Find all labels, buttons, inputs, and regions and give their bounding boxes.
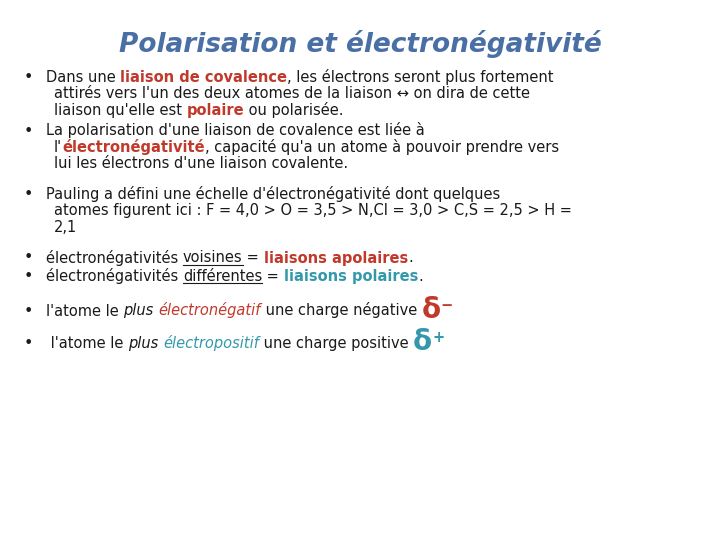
Text: électropositif: électropositif — [163, 335, 258, 351]
Text: La polarisation d'une liaison de covalence est liée à: La polarisation d'une liaison de covalen… — [46, 123, 425, 138]
Text: , capacité qu'a un atome à pouvoir prendre vers: , capacité qu'a un atome à pouvoir prend… — [204, 139, 559, 155]
Text: Dans une: Dans une — [46, 70, 120, 85]
Text: une charge négative: une charge négative — [261, 302, 421, 319]
Text: •: • — [23, 70, 32, 85]
Text: électronégatif: électronégatif — [158, 302, 261, 319]
Text: •: • — [23, 303, 32, 319]
Text: Pauling a défini une échelle d'électronégativité dont quelques: Pauling a défini une échelle d'électroné… — [46, 186, 500, 202]
Text: =: = — [262, 269, 284, 284]
Text: l'atome le: l'atome le — [46, 303, 123, 319]
Text: =: = — [243, 251, 264, 266]
Text: .: . — [418, 269, 423, 284]
Text: l': l' — [54, 140, 62, 155]
Text: , les électrons seront plus fortement: , les électrons seront plus fortement — [287, 69, 554, 85]
Text: ou polarisée.: ou polarisée. — [244, 102, 343, 118]
Text: •: • — [23, 251, 32, 266]
Text: •: • — [23, 124, 32, 138]
Text: plus: plus — [123, 303, 158, 319]
Text: plus: plus — [128, 336, 163, 351]
Text: liaison de covalence: liaison de covalence — [120, 70, 287, 85]
Text: électronégativités: électronégativités — [46, 249, 183, 266]
Text: •: • — [23, 187, 32, 202]
Text: •: • — [23, 336, 32, 351]
Text: atomes figurent ici : F = 4,0 > O = 3,5 > N,Cl = 3,0 > C,S = 2,5 > H =: atomes figurent ici : F = 4,0 > O = 3,5 … — [54, 204, 572, 219]
Text: 2,1: 2,1 — [54, 220, 77, 235]
Text: une charge positive: une charge positive — [258, 336, 413, 351]
Text: polaire: polaire — [186, 103, 244, 118]
Text: liaisons polaires: liaisons polaires — [284, 269, 418, 284]
Text: électronégativités: électronégativités — [46, 268, 183, 284]
Text: attirés vers l'un des deux atomes de la liaison ↔ on dira de cette: attirés vers l'un des deux atomes de la … — [54, 86, 530, 102]
Text: voisines: voisines — [183, 251, 243, 266]
Text: +: + — [432, 330, 444, 345]
Text: Polarisation et électronégativité: Polarisation et électronégativité — [119, 30, 601, 58]
Text: liaison qu'elle est: liaison qu'elle est — [54, 103, 186, 118]
Text: δ: δ — [413, 328, 432, 356]
Text: •: • — [23, 269, 32, 284]
Text: δ: δ — [421, 295, 441, 323]
Text: .: . — [408, 251, 413, 266]
Text: différentes: différentes — [183, 269, 262, 284]
Text: électronégativité: électronégativité — [62, 139, 204, 155]
Text: lui les électrons d'une liaison covalente.: lui les électrons d'une liaison covalent… — [54, 157, 348, 172]
Text: l'atome le: l'atome le — [46, 336, 128, 351]
Text: −: − — [441, 298, 453, 313]
Text: liaisons apolaires: liaisons apolaires — [264, 251, 408, 266]
